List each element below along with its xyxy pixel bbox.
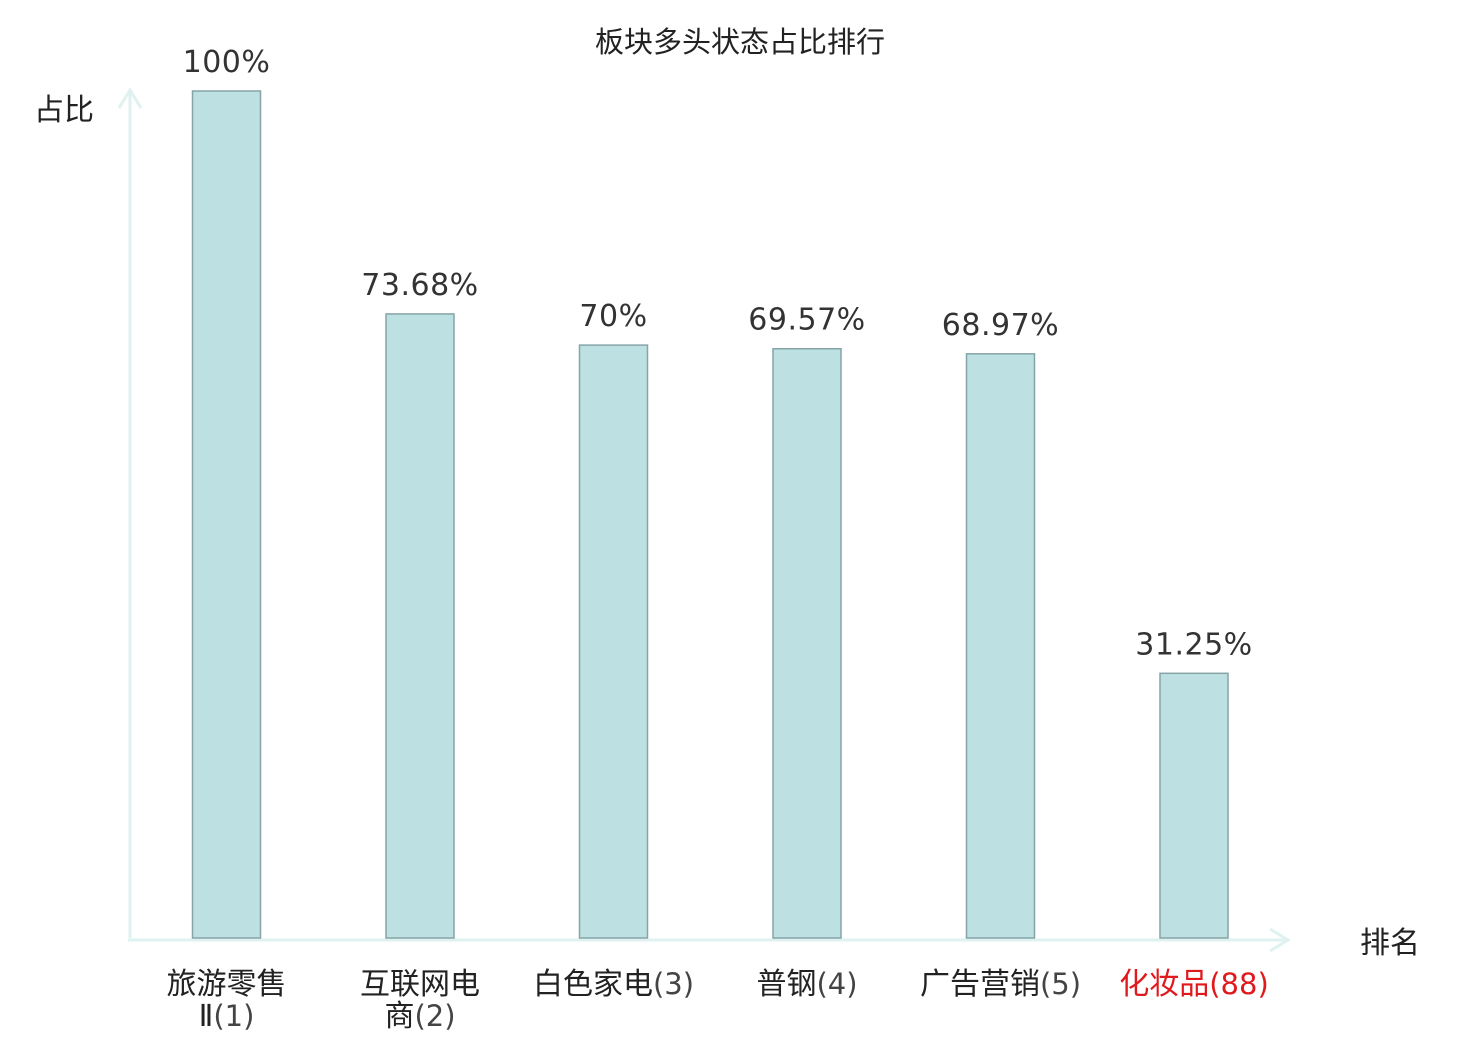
category-label: 广告营销(5) xyxy=(920,967,1081,1002)
value-label: 69.57% xyxy=(748,303,865,338)
value-label: 100% xyxy=(183,45,271,80)
category-name: 互联网电 xyxy=(360,967,480,1002)
bar xyxy=(1159,672,1229,939)
value-label: 31.25% xyxy=(1135,627,1252,662)
category-label: 白色家电(3) xyxy=(533,967,694,1002)
category-rank: (4) xyxy=(816,967,857,1001)
y-axis-label: 占比 xyxy=(34,93,94,128)
bar xyxy=(191,90,262,939)
category-name-continued: 商 xyxy=(384,999,414,1034)
category-rank: (88) xyxy=(1209,967,1269,1001)
svg-text:普钢(4): 普钢(4) xyxy=(756,967,857,1002)
category-name: 普钢 xyxy=(756,967,816,1002)
category-rank: (2) xyxy=(414,999,455,1033)
svg-text:旅游零售: 旅游零售 xyxy=(167,967,287,1002)
x-axis xyxy=(128,927,1291,953)
category-name: 广告营销 xyxy=(920,967,1040,1002)
category-label: 普钢(4) xyxy=(756,967,857,1002)
value-label: 73.68% xyxy=(361,268,478,303)
svg-text:白色家电(3): 白色家电(3) xyxy=(533,967,694,1002)
category-name: 白色家电 xyxy=(533,967,653,1002)
category-name: 旅游零售 xyxy=(167,967,287,1002)
bar xyxy=(965,353,1036,939)
svg-text:互联网电: 互联网电 xyxy=(360,967,480,1002)
bars-group xyxy=(191,90,1229,939)
category-rank: (1) xyxy=(213,999,254,1033)
chart-title: 板块多头状态占比排行 xyxy=(595,25,885,59)
category-label: 化妆品(88) xyxy=(1119,967,1269,1002)
y-axis xyxy=(117,87,143,938)
category-name-continued: Ⅱ xyxy=(199,999,214,1034)
value-labels-group: 100% 73.68% 70% 69.57% 68.97% 31.25% xyxy=(183,45,1253,662)
bar xyxy=(578,344,649,939)
category-name: 化妆品 xyxy=(1119,967,1209,1002)
category-rank: (5) xyxy=(1040,967,1081,1001)
svg-text:商(2): 商(2) xyxy=(384,999,455,1034)
bar xyxy=(772,347,842,939)
value-label: 68.97% xyxy=(942,308,1059,343)
x-axis-label: 排名 xyxy=(1360,926,1420,961)
svg-text:化妆品(88): 化妆品(88) xyxy=(1119,967,1269,1002)
category-rank: (3) xyxy=(653,967,694,1001)
value-label: 70% xyxy=(579,299,647,334)
bar xyxy=(385,313,455,939)
svg-text:Ⅱ(1): Ⅱ(1) xyxy=(199,999,255,1034)
svg-text:广告营销(5): 广告营销(5) xyxy=(920,967,1081,1002)
